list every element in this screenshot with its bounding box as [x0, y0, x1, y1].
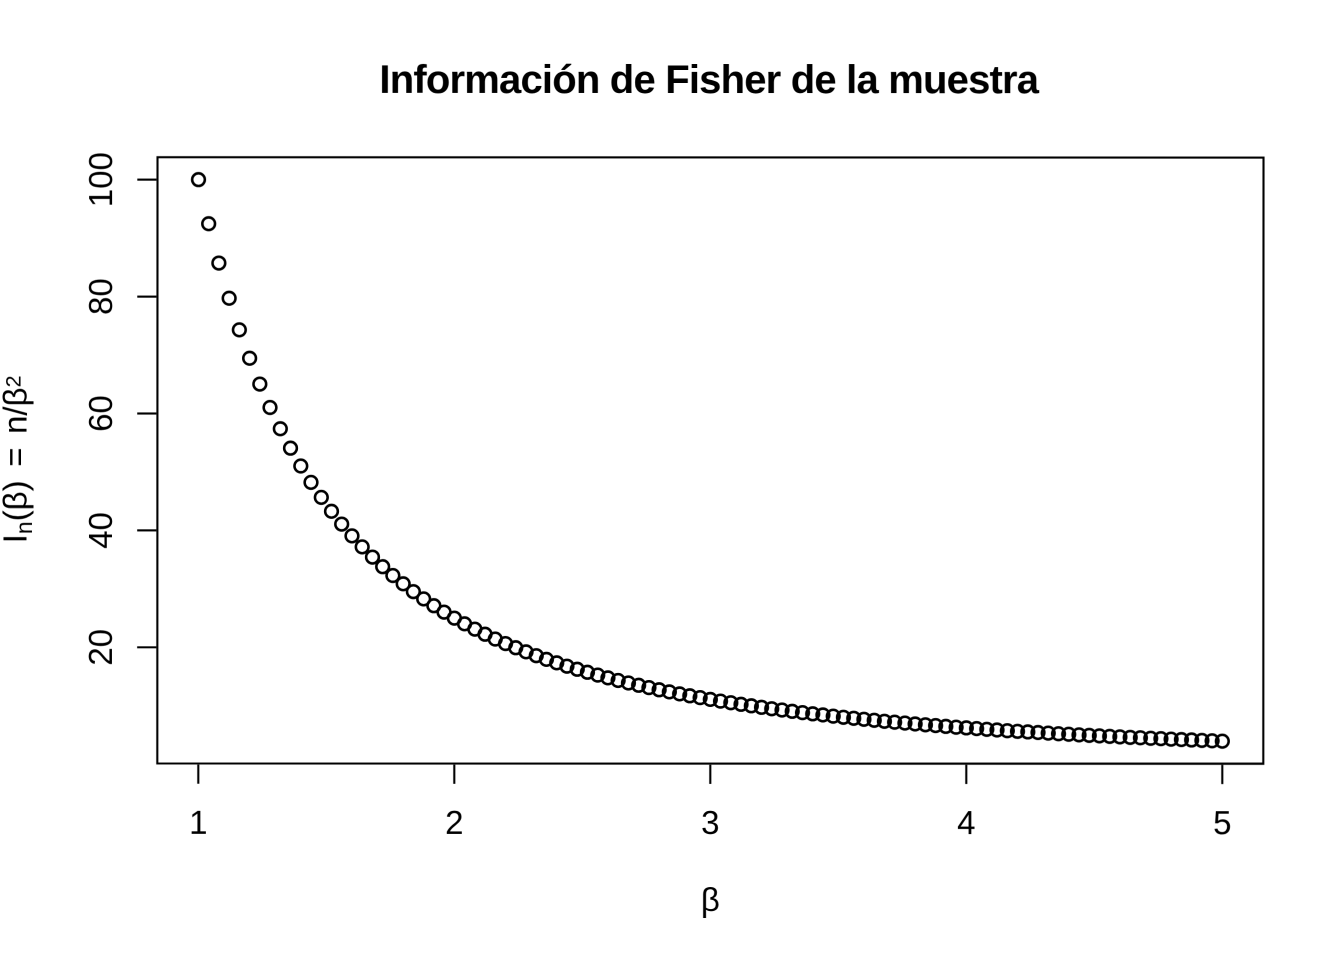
svg-text:5: 5	[1213, 804, 1231, 841]
svg-text:80: 80	[82, 278, 119, 315]
svg-text:In(β) = n/β2: In(β) = n/β2	[0, 375, 37, 543]
svg-text:β: β	[701, 881, 720, 918]
svg-text:Información de Fisher de la mu: Información de Fisher de la muestra	[379, 58, 1039, 102]
svg-text:1: 1	[189, 804, 207, 841]
svg-text:3: 3	[701, 804, 719, 841]
svg-text:40: 40	[82, 512, 119, 549]
svg-text:4: 4	[957, 804, 975, 841]
svg-text:100: 100	[82, 152, 119, 207]
svg-text:2: 2	[445, 804, 463, 841]
svg-text:60: 60	[82, 395, 119, 432]
svg-text:20: 20	[82, 629, 119, 666]
